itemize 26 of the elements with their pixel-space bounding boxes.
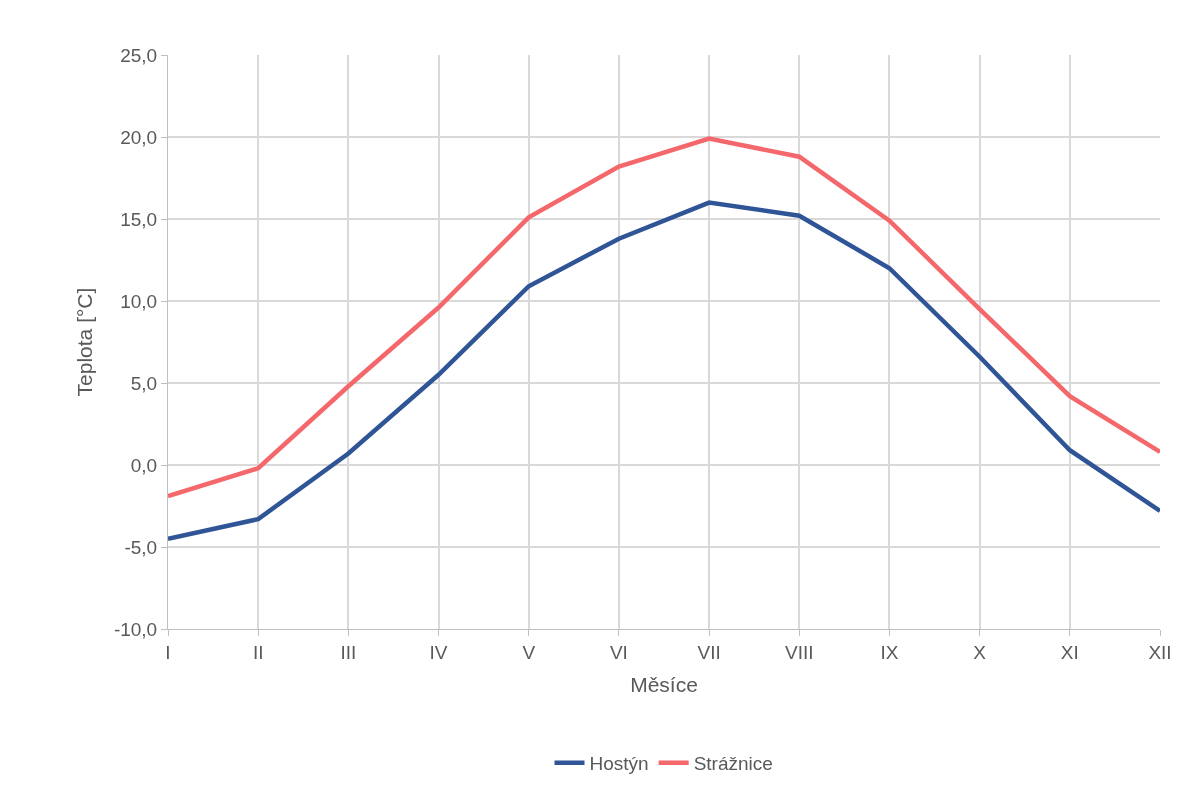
x-tick-label: III [340, 641, 357, 663]
y-tick-label: 5,0 [130, 372, 158, 394]
x-tick-label: VII [697, 641, 721, 663]
legend-label: Hostýn [589, 753, 649, 775]
line-series [168, 136, 1160, 499]
x-tick-label: VIII [785, 641, 814, 663]
x-tick-label: XII [1148, 641, 1172, 663]
y-tick-label: -10,0 [113, 618, 158, 640]
x-tick-label: XI [1060, 641, 1079, 663]
x-tick-label: X [973, 641, 987, 663]
x-tick-label: II [252, 641, 264, 663]
x-tick-label: IX [880, 641, 899, 663]
legend-label: Strážnice [693, 753, 773, 775]
x-tick-label: I [165, 641, 171, 663]
y-tick-label: 15,0 [120, 208, 158, 230]
x-tick-label: IV [429, 641, 448, 663]
y-tick-label: 10,0 [120, 290, 158, 312]
x-tick-label: VI [609, 641, 628, 663]
y-axis-title: Teplota [°C] [73, 287, 97, 397]
y-tick-label: -5,0 [124, 536, 158, 558]
x-tick-label: V [522, 641, 536, 663]
y-tick-label: 0,0 [130, 454, 158, 476]
x-axis-title: Měsíce [630, 673, 698, 696]
line-series [168, 200, 1160, 542]
y-tick-label: 25,0 [120, 44, 158, 66]
y-tick-label: 20,0 [120, 126, 158, 148]
